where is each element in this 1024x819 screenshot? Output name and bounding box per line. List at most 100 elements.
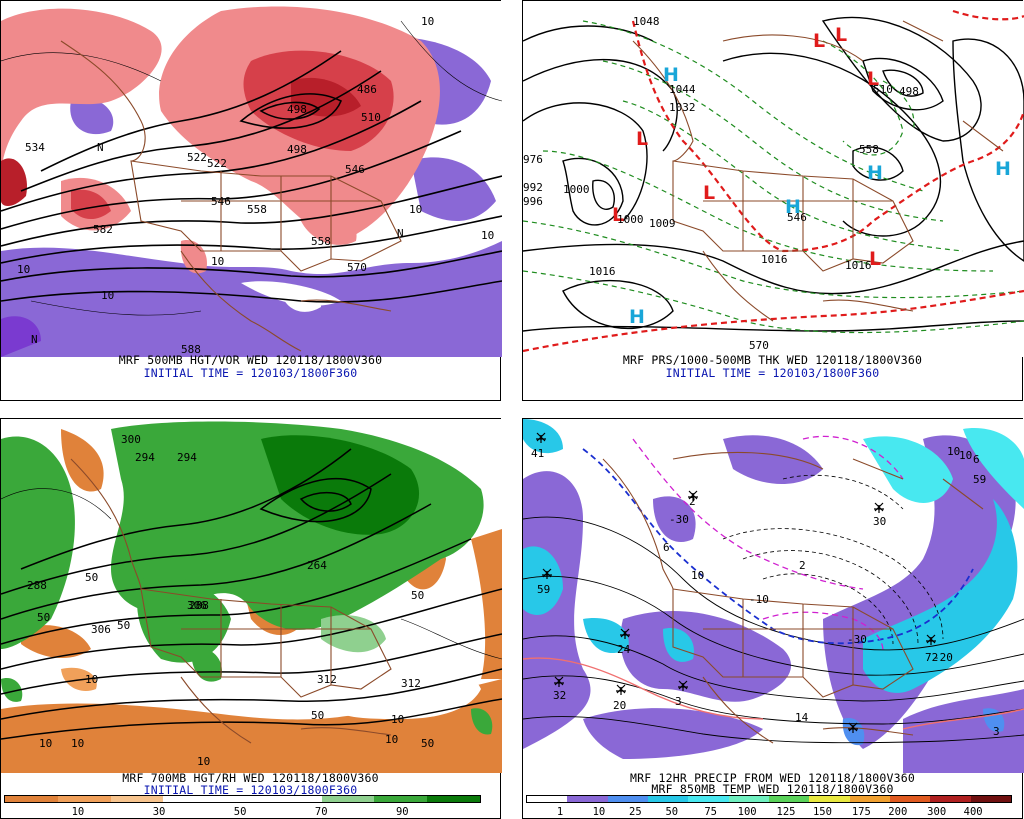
colorbar-swatch [849,796,890,802]
p1-label: 10 [17,263,30,276]
high-center: H [995,158,1011,180]
p1-label: 522 [207,157,227,170]
colorbar-swatch [889,796,931,802]
map-500mb-vorticity: 10 N 534 522 498 498 486 510 546 546 558… [1,1,502,357]
colorbar-label: 10 [71,806,85,818]
colorbar-label: 70 [314,806,328,818]
pressure-label: 976 [523,153,543,166]
initial-time: INITIAL TIME = 120103/1800F360 [143,783,358,797]
colorbar-swatch [930,796,971,802]
colorbar-swatch [970,796,1011,802]
pressure-label: 1044 [669,83,696,96]
p1-label: N [97,141,104,154]
colorbar-label: 1 [556,806,564,818]
colorbar-label: 25 [629,806,642,818]
p3-label: 312 [317,673,337,686]
panel-500mb-hgt-vor: 10 N 534 522 498 498 486 510 546 546 558… [0,0,502,401]
thickness-label: 510 [873,83,893,96]
p3-label: 300 [121,433,141,446]
p1-label: 10 [421,15,434,28]
p3-label: 10 [85,673,98,686]
initial-time: INITIAL TIME = 120103/1800F360 [143,366,358,380]
p3-label: 288 [27,579,47,592]
panel-title: MRF 12HR PRECIP FROM WED 120118/1800V360 [630,771,915,785]
p1-label: N [31,333,38,346]
p1-label: 10 [481,229,494,242]
map-700mb-humidity: 300 294 294 288 288 50 50 50 10 10 10 50… [1,419,502,773]
p1-label: N [397,227,404,240]
pressure-label: 1048 [633,15,660,28]
p3-label: 306 [91,623,111,636]
colorbar-label: 90 [395,806,409,818]
colorbar-swatch [268,796,322,802]
p4-label: 20 [613,699,626,712]
p1-label: 558 [247,203,267,216]
colorbar-swatch [728,796,769,802]
p3-label: 50 [85,571,98,584]
p4-label: 2 [799,559,806,572]
colorbar-label: 100 [737,806,757,818]
pressure-label: 992 [523,181,543,194]
colorbar-swatch [163,796,217,802]
p1-label: 10 [409,203,422,216]
p1-label: 522 [187,151,207,164]
colorbar-label: 75 [704,806,717,818]
p4-label: 6 [663,541,670,554]
p3-label: 50 [311,709,324,722]
p1-label: 486 [357,83,377,96]
colorbar-swatch [5,796,58,802]
map-precip-temp: 41 10 59 59 24 32 20 3 10 6 2 30 14 2 6 … [523,419,1024,773]
low-center: L [813,30,825,52]
colorbar-label: 400 [963,806,983,818]
p4-label: 24 [617,643,631,656]
p4-label: 14 [795,711,809,724]
p1-label: 582 [93,223,113,236]
panel-700mb-hgt-rh: 300 294 294 288 288 50 50 50 10 10 10 50… [0,418,502,819]
colorbar-label: 200 [888,806,908,818]
pressure-label: 1000 [617,213,644,226]
p4-label: -30 [669,513,689,526]
p4-label: 41 [531,447,544,460]
p3-label: 50 [37,611,50,624]
p3-label: 10 [39,737,52,750]
p4-label: 10 [959,449,972,462]
pressure-label: 1016 [845,259,872,272]
pressure-label: 1016 [589,265,616,278]
colorbar-swatch [527,796,568,802]
panel-precip-850-temp: 41 10 59 59 24 32 20 3 10 6 2 30 14 2 6 … [522,418,1024,819]
p4-label: 59 [537,583,550,596]
p3-label: 312 [401,677,421,690]
p3-label: 10 [391,713,404,726]
pressure-label: 1016 [761,253,788,266]
p1-label: 546 [211,195,231,208]
p1-label: 558 [311,235,331,248]
thickness-label: 546 [787,211,807,224]
colorbar-label: 10 [592,806,606,818]
pressure-label: 1009 [649,217,676,230]
p3-label: 288 [189,599,209,612]
low-center: L [703,182,715,204]
p3-label: 10 [71,737,84,750]
p4-label: 3 [993,725,1000,738]
p4-label: 72 [925,651,938,664]
p3-label: 306 [187,599,207,612]
p3-label: 264 [307,559,327,572]
panel-pressure-thickness: H L L L L L L H H H H L 1048 1044 1032 1… [522,0,1024,401]
p4-label: 6 [973,453,980,466]
panel-title: MRF 700MB HGT/RH WED 120118/1800V360 [122,771,379,785]
p3-label: 294 [135,451,155,464]
colorbar-swatch [321,796,375,802]
panel-title: MRF 500MB HGT/VOR WED 120118/1800V360 [118,353,383,367]
p4-label: 32 [553,689,566,702]
colorbar-swatch [374,796,428,802]
colorbar-label: 125 [776,806,796,818]
p1-label: 510 [361,111,381,124]
p1-label: 10 [101,289,114,302]
thickness-label: 498 [899,85,919,98]
colorbar-label: 50 [233,806,247,818]
panel-title: MRF PRS/1000-500MB THK WED 120118/1800V3… [622,353,923,367]
colorbar-label: 300 [927,806,947,818]
panel-subtitle: MRF 850MB TEMP WED 120118/1800V360 [651,782,894,796]
p4-label: 30 [873,515,886,528]
low-center: L [835,24,847,46]
